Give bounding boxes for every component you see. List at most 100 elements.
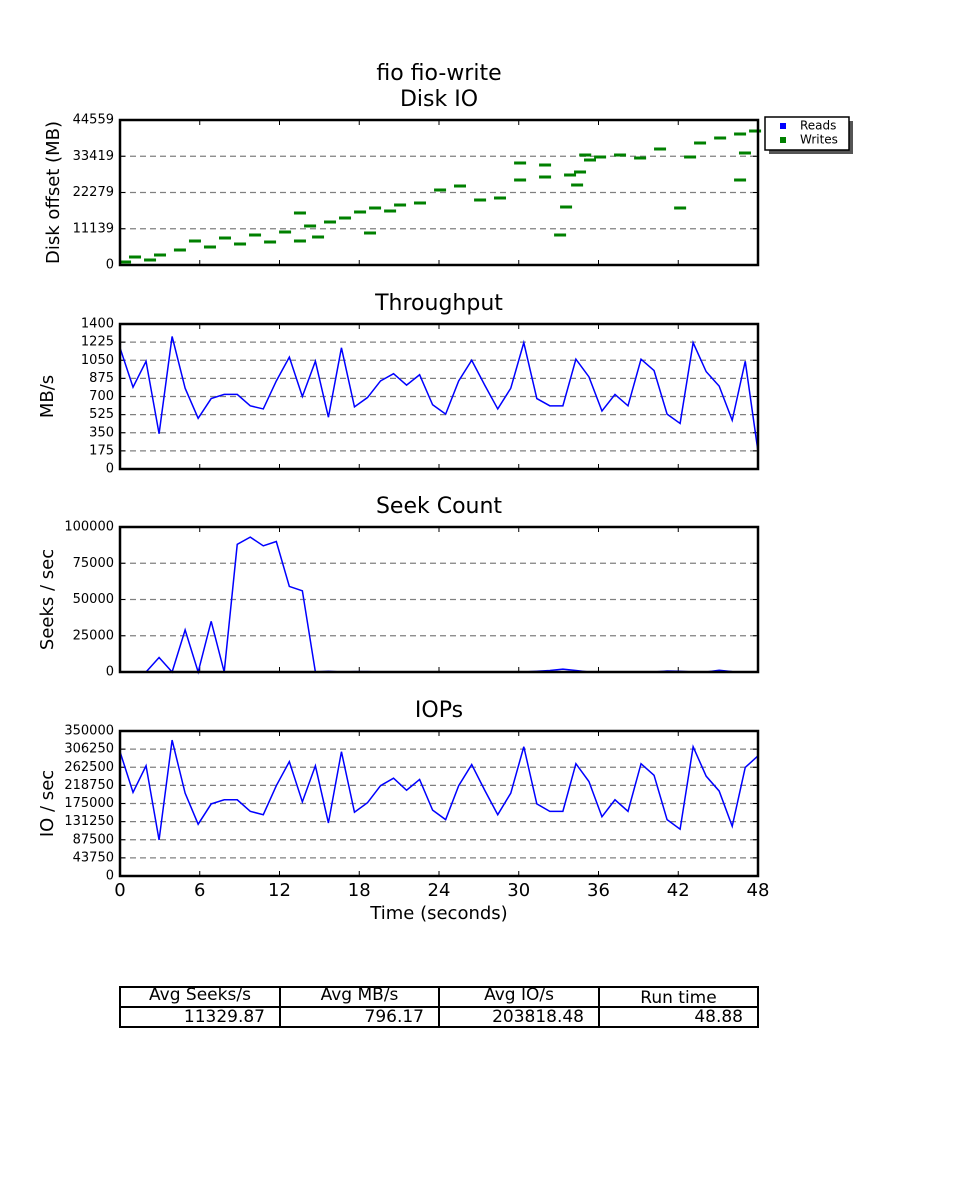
data-point <box>738 151 751 155</box>
x-tick-label: 12 <box>268 880 291 901</box>
y-tick-label: 11139 <box>73 221 114 236</box>
data-point <box>514 178 527 182</box>
y-tick-label: 875 <box>89 371 114 386</box>
legend-label: Writes <box>800 133 838 147</box>
y-tick-label: 218750 <box>64 778 114 793</box>
data-point <box>684 155 697 159</box>
data-point <box>384 209 397 213</box>
data-point <box>539 163 552 167</box>
data-point <box>234 242 247 246</box>
y-tick-label: 700 <box>89 389 114 404</box>
table-cell <box>598 1006 759 1028</box>
x-tick-label: 0 <box>114 880 125 901</box>
y-tick-label: 0 <box>106 665 114 680</box>
x-tick-label: 6 <box>194 880 205 901</box>
chart-title: Seek Count <box>376 494 502 519</box>
data-point <box>119 260 132 264</box>
y-tick-label: 306250 <box>64 742 114 757</box>
y-tick-label: 525 <box>89 407 114 422</box>
chart-title: IOPs <box>415 698 463 723</box>
y-tick-label: 175000 <box>64 796 114 811</box>
y-tick-label: 131250 <box>64 814 114 829</box>
y-tick-label: 262500 <box>64 760 114 775</box>
data-point <box>594 155 607 159</box>
data-point <box>324 220 337 224</box>
plot-frame <box>118 729 760 878</box>
y-tick-label: 0 <box>106 869 114 884</box>
data-point <box>749 129 762 133</box>
y-tick-label: 0 <box>106 462 114 477</box>
data-point <box>583 158 596 162</box>
data-point <box>394 203 407 207</box>
data-point <box>154 253 167 257</box>
x-tick-label: 48 <box>747 880 770 901</box>
data-point <box>144 258 157 262</box>
legend-marker <box>780 123 786 129</box>
data-point <box>694 141 707 145</box>
data-point <box>129 255 142 259</box>
data-point <box>634 156 647 160</box>
data-point <box>514 161 527 165</box>
chart-title: Disk IO <box>400 87 478 112</box>
data-point <box>564 173 577 177</box>
y-axis-label: Seeks / sec <box>37 549 58 650</box>
data-point <box>413 201 426 205</box>
data-point <box>571 183 584 187</box>
x-tick-label: 36 <box>587 880 610 901</box>
x-tick-label: 18 <box>348 880 371 901</box>
data-point <box>173 248 186 252</box>
data-point <box>219 236 232 240</box>
y-tick-label: 43750 <box>73 850 114 865</box>
y-axis-label: IO / sec <box>37 770 58 837</box>
data-point <box>203 245 216 249</box>
data-point <box>494 196 507 200</box>
x-axis-label: Time (seconds) <box>369 903 507 924</box>
y-tick-label: 87500 <box>73 832 114 847</box>
y-tick-label: 0 <box>106 258 114 273</box>
y-tick-label: 44559 <box>73 113 114 128</box>
y-axis-label: MB/s <box>37 375 58 418</box>
y-tick-label: 25000 <box>73 628 114 643</box>
data-point <box>304 224 317 228</box>
data-point <box>554 233 567 237</box>
data-line <box>119 739 759 841</box>
data-point <box>354 210 367 214</box>
data-point <box>734 178 747 182</box>
data-point <box>674 206 687 210</box>
figure-title: fio fio-write <box>376 61 501 86</box>
data-point <box>654 147 667 151</box>
data-point <box>539 175 552 179</box>
data-point <box>560 205 573 209</box>
x-tick-label: 24 <box>428 880 451 901</box>
data-point <box>293 211 306 215</box>
table-header: Avg IO/s <box>484 985 554 1005</box>
data-point <box>454 184 467 188</box>
y-tick-label: 175 <box>89 443 114 458</box>
data-point <box>574 170 587 174</box>
legend-marker <box>780 137 786 143</box>
data-point <box>474 198 487 202</box>
plot-frame <box>118 118 760 267</box>
data-line <box>120 536 758 675</box>
y-tick-label: 1050 <box>81 353 114 368</box>
x-tick-label: 42 <box>667 880 690 901</box>
y-tick-label: 33419 <box>73 149 114 164</box>
data-point <box>614 153 627 157</box>
data-point <box>293 239 306 243</box>
y-tick-label: 1225 <box>81 335 114 350</box>
y-tick-label: 75000 <box>73 556 114 571</box>
data-point <box>312 235 325 239</box>
data-point <box>264 240 277 244</box>
table-header: Avg MB/s <box>321 985 399 1005</box>
data-point <box>434 188 447 192</box>
table-value: 203818.48 <box>492 1007 584 1027</box>
data-point <box>279 230 292 234</box>
plot-frame <box>118 322 760 471</box>
y-axis-label: Disk offset (MB) <box>43 121 64 264</box>
data-point <box>364 231 377 235</box>
data-point <box>249 233 262 237</box>
y-tick-label: 350000 <box>64 724 114 739</box>
plot-frame <box>118 525 760 674</box>
y-tick-label: 350 <box>89 425 114 440</box>
